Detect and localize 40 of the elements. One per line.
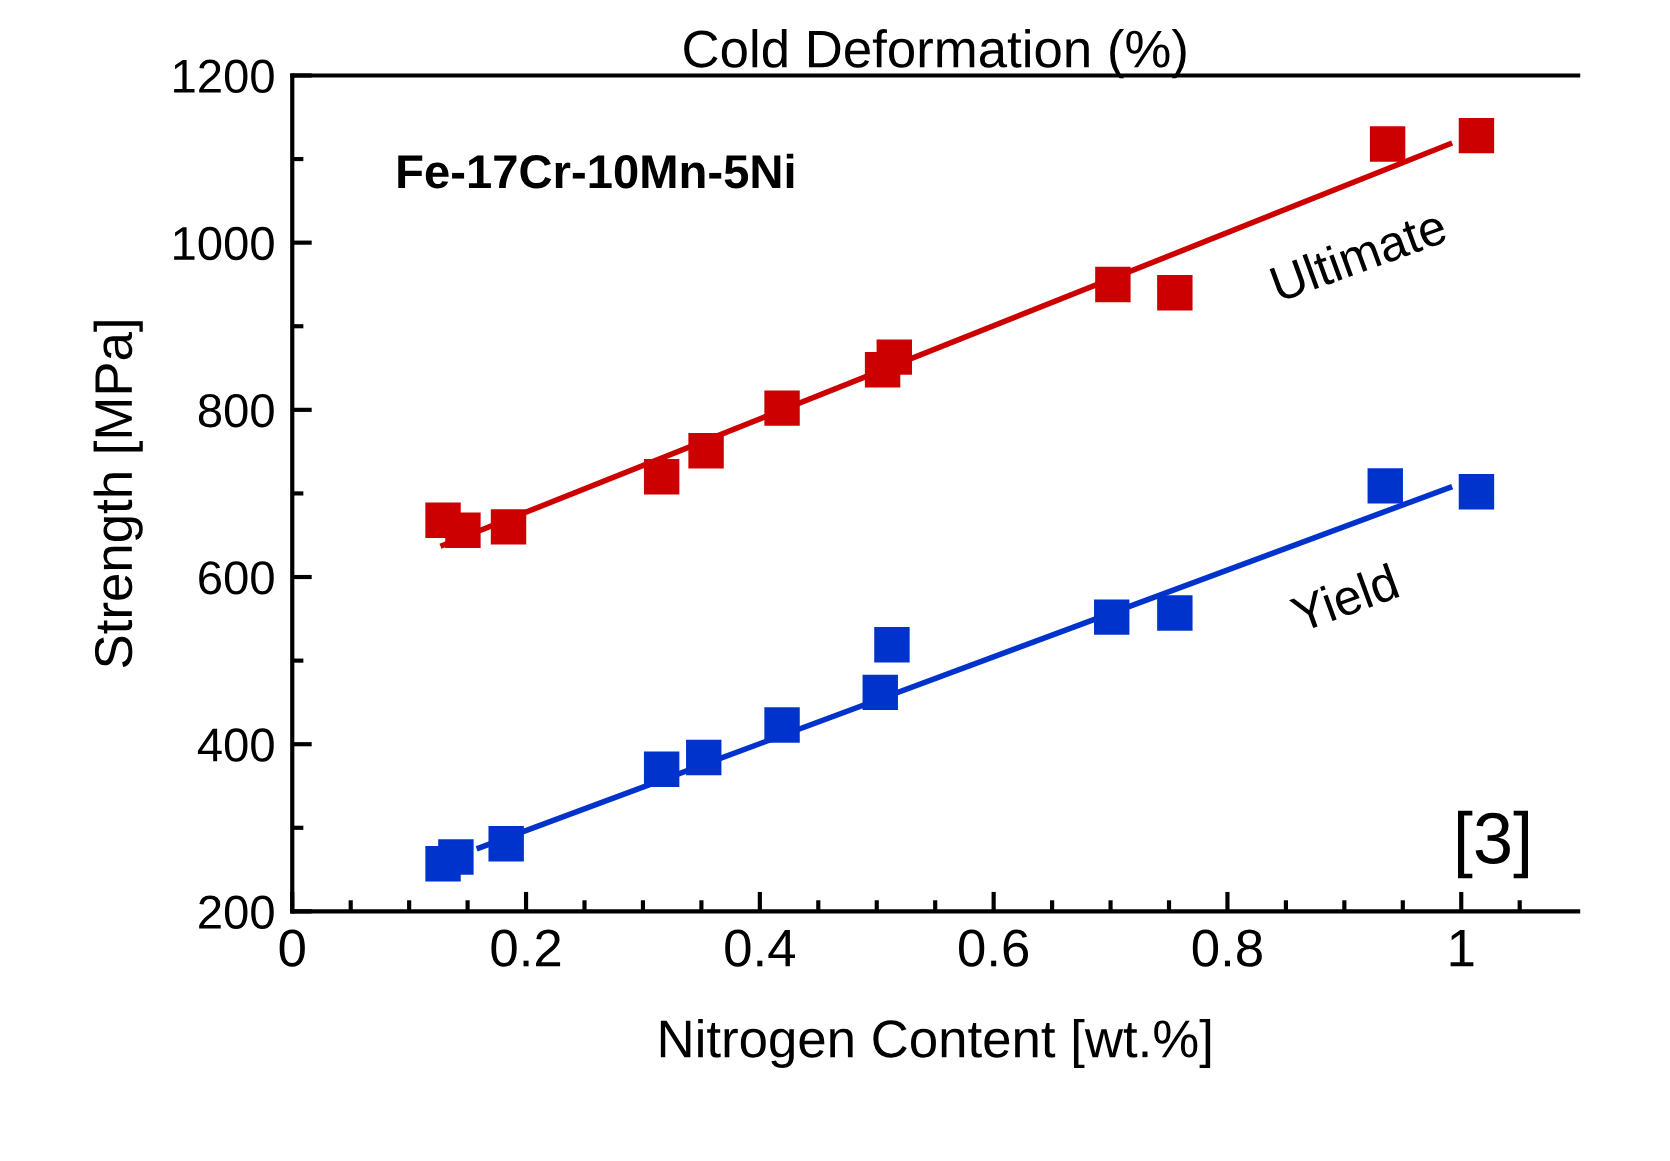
annotation: Ultimate: [1269, 206, 1449, 303]
point: [1458, 117, 1495, 154]
point: [490, 509, 527, 545]
point: [688, 433, 724, 469]
x-axis-title: Nitrogen Content [wt.%]: [660, 1018, 1211, 1069]
annotation: [3]: [1458, 810, 1528, 879]
point: [643, 459, 680, 495]
y-tick-label: 800: [198, 393, 274, 428]
y-tick-label: 1200: [174, 59, 274, 94]
y-tick-label: 1000: [174, 226, 274, 261]
point: [438, 839, 474, 875]
chart-title: Cold Deformation (%): [684, 29, 1186, 79]
point: [686, 739, 722, 776]
point: [1157, 275, 1193, 311]
x-tick-label: 0: [279, 929, 305, 967]
point: [874, 627, 910, 663]
point: [1094, 599, 1130, 635]
point: [1369, 126, 1406, 162]
annotation: Fe-17Cr-10Mn-5Ni: [398, 153, 794, 189]
point: [876, 339, 912, 375]
point: [1157, 595, 1193, 631]
point: [764, 390, 800, 426]
point: [445, 512, 481, 548]
x-tick-label: 0.8: [1192, 929, 1262, 967]
point: [1458, 474, 1495, 510]
point: [862, 674, 898, 711]
point: [643, 751, 680, 787]
x-tick-label: 0.6: [959, 929, 1029, 967]
y-tick-label: 400: [197, 728, 274, 762]
x-tick-label: 0.4: [725, 929, 795, 967]
y-tick-label: 200: [199, 895, 274, 929]
x-tick-label: 1: [1450, 929, 1474, 967]
annotation: Yield: [1288, 562, 1400, 634]
y-tick-label: 600: [199, 561, 274, 595]
point: [1367, 468, 1403, 504]
y-axis-title: Strength [MPa]: [93, 321, 143, 668]
x-tick-label: 0.2: [491, 929, 561, 967]
point: [488, 825, 524, 862]
point: [1095, 266, 1131, 303]
point: [764, 707, 800, 743]
